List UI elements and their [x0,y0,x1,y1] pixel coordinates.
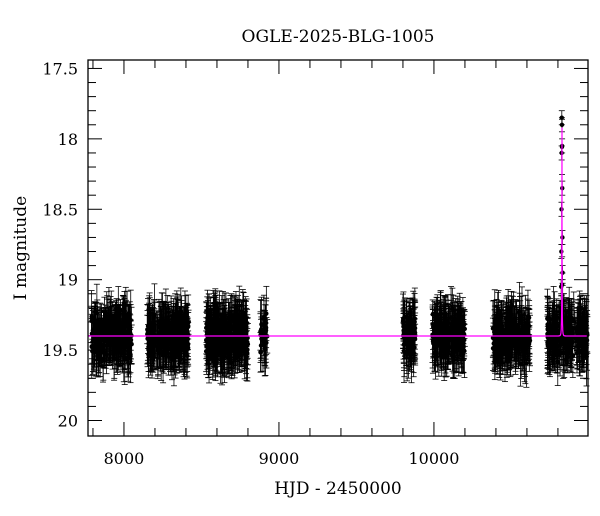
data-point [89,314,93,318]
data-point [107,315,111,319]
data-point [149,337,153,341]
data-point [164,330,168,334]
data-point [215,351,219,355]
data-point [120,335,124,339]
chart-title: OGLE-2025-BLG-1005 [242,27,435,47]
data-point [90,349,94,353]
data-point [404,337,408,341]
data-point [408,312,412,316]
data-point [242,331,246,335]
data-point [238,328,242,332]
data-point [224,323,228,327]
data-point [205,344,209,348]
data-point [205,333,209,337]
y-axis-label: I magnitude [11,196,31,300]
y-tick-label: 18.5 [42,200,78,219]
data-point [402,343,406,347]
data-point [169,322,173,326]
data-point [186,333,190,337]
data-point [104,339,108,343]
x-tick-label: 10000 [408,449,459,468]
data-point [258,350,262,354]
data-point [241,316,245,320]
data-point [126,341,130,345]
data-point [433,343,437,347]
y-tick-label: 20 [58,412,78,431]
data-point [183,343,187,347]
data-point [263,325,267,329]
data-point [152,327,156,331]
data-point [405,350,409,354]
y-tick-label: 18 [58,130,78,149]
data-point [456,322,460,326]
data-point [435,316,439,320]
data-point [233,328,237,332]
data-point [95,311,99,315]
data-point [223,351,227,355]
y-tick-label: 19 [58,271,78,290]
data-point [461,344,465,348]
data-point [445,342,449,346]
data-point [452,327,456,331]
data-point [91,344,95,348]
data-point [122,340,126,344]
data-point [452,339,456,343]
data-point [166,342,170,346]
data-point [442,321,446,325]
data-point [457,344,461,348]
data-point [104,326,108,330]
data-point [220,327,224,331]
data-point [439,337,443,341]
data-point [178,319,182,323]
data-point [146,346,150,350]
data-point [213,326,217,330]
data-point [229,338,233,342]
data-point [119,331,123,335]
x-axis-label: HJD - 2450000 [274,479,402,499]
data-point [147,326,151,330]
y-tick-label: 17.5 [42,59,78,78]
data-point [411,351,415,355]
x-tick-label: 8000 [104,449,145,468]
data-point [153,344,157,348]
data-point [262,343,266,347]
data-point [164,346,168,350]
x-tick-label: 9000 [259,449,300,468]
y-tick-label: 19.5 [42,341,78,360]
